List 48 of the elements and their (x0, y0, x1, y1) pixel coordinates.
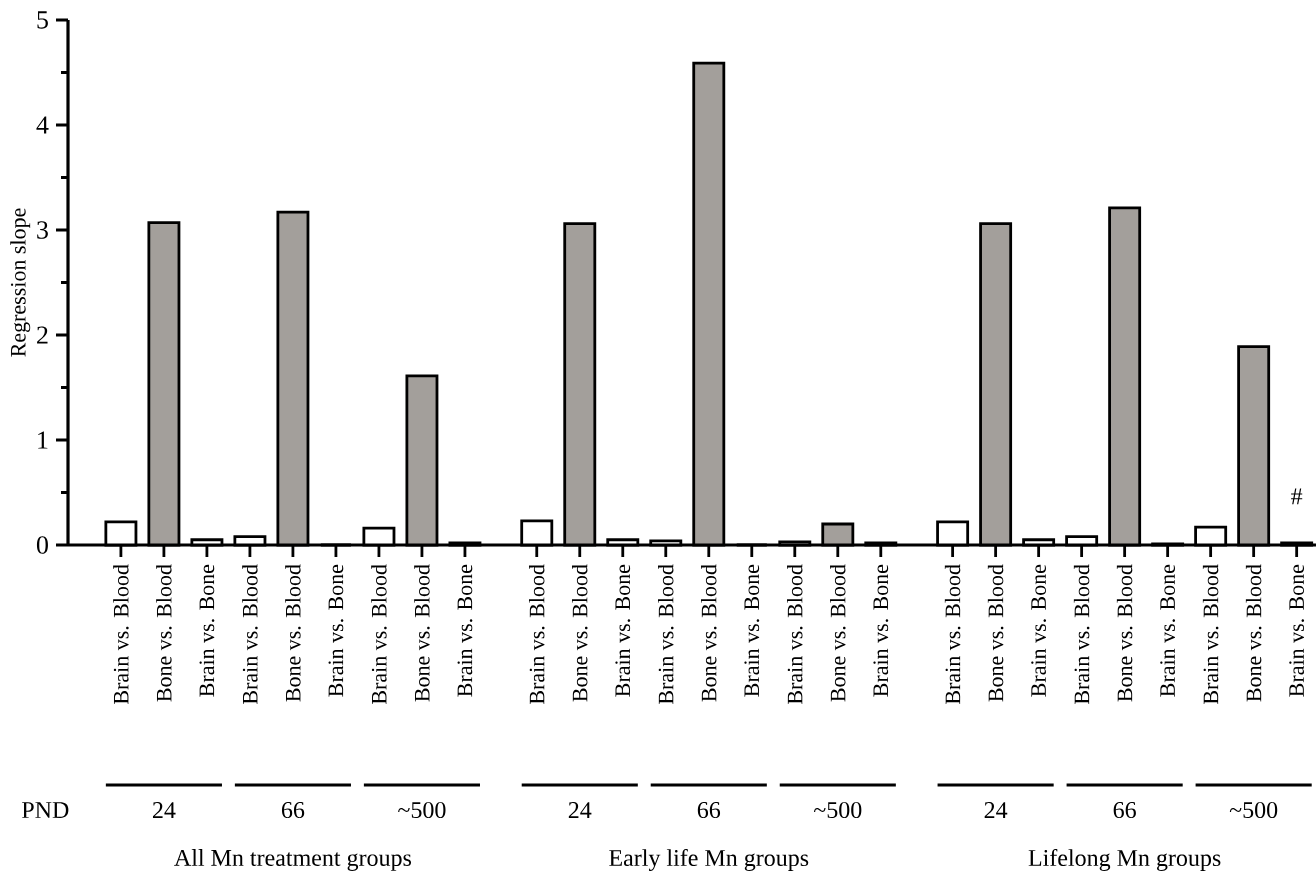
x-tick-label: Bone vs. Blood (285, 564, 301, 702)
x-tick-label: Brain vs. Blood (113, 564, 129, 704)
x-tick-label: Brain vs. Bone (1289, 564, 1305, 697)
x-tick-label: Brain vs. Blood (787, 564, 803, 704)
text: 24 (568, 802, 592, 818)
x-tick-label: Brain vs. Bone (615, 564, 631, 697)
x-tick-label: Brain vs. Bone (328, 564, 344, 697)
x-tick-label: Brain vs. Bone (457, 564, 473, 697)
y-tick-label: 1 (38, 431, 48, 449)
text: 24 (984, 802, 1008, 818)
y-tick-label: 2 (37, 326, 48, 344)
x-tick-label: Bone vs. Blood (1116, 564, 1133, 702)
text: PND (22, 802, 69, 818)
x-tick-label: Bone vs. Blood (987, 564, 1004, 702)
text: 24 (152, 802, 176, 818)
x-tick-label: Bone vs. Blood (572, 564, 588, 702)
text: All Mn treatment groups (174, 849, 412, 871)
y-tick-label: 0 (36, 536, 48, 554)
x-tick-label: Brain vs. Bone (873, 564, 889, 697)
annotation: # (1291, 488, 1303, 505)
x-tick-label: Bone vs. Blood (1245, 564, 1262, 702)
x-tick-label: Brain vs. Blood (1073, 564, 1090, 704)
y-tick-label: 4 (36, 116, 49, 134)
x-tick-label: Brain vs. Bone (1160, 564, 1176, 697)
y-axis-title: Regression slope (10, 208, 31, 357)
text: ~500 (1229, 801, 1278, 819)
x-tick-label: Brain vs. Blood (658, 564, 674, 704)
text: 66 (697, 801, 721, 819)
x-tick-label: Bone vs. Blood (830, 564, 846, 702)
x-tick-label: Brain vs. Bone (744, 564, 760, 697)
x-tick-label: Brain vs. Blood (371, 564, 387, 704)
text: 66 (1113, 801, 1136, 819)
text: ~500 (813, 801, 862, 819)
y-tick-label: 5 (37, 11, 48, 29)
x-tick-label: Brain vs. Blood (528, 564, 545, 704)
x-tick-label: Brain vs. Bone (199, 564, 215, 697)
text: ~500 (398, 801, 446, 819)
x-tick-label: Bone vs. Blood (414, 564, 430, 702)
x-tick-label: Brain vs. Blood (1202, 564, 1219, 704)
x-tick-label: Brain vs. Blood (944, 564, 961, 704)
text: Early life Mn groups (609, 848, 809, 872)
text: Lifelong Mn groups (1028, 848, 1221, 872)
x-tick-label: Brain vs. Blood (242, 564, 258, 704)
text: 66 (281, 801, 305, 819)
x-tick-label: Bone vs. Blood (156, 564, 172, 702)
x-tick-label: Brain vs. Bone (1031, 564, 1047, 697)
y-tick-label: 3 (37, 221, 48, 239)
x-tick-label: Bone vs. Blood (701, 564, 717, 702)
